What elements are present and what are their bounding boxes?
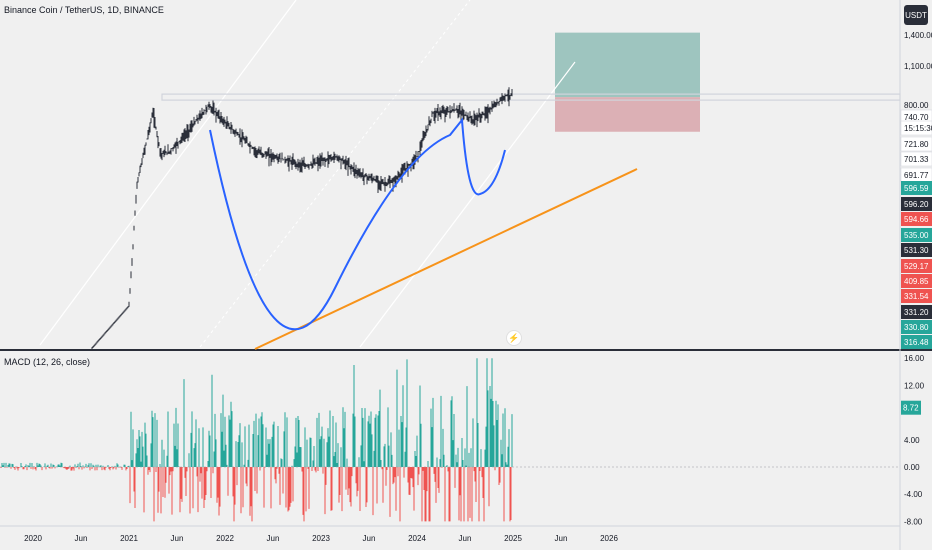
channel-line-left: [39, 0, 297, 346]
resistance-level: [161, 93, 901, 101]
price-tag-label: 331.54: [904, 292, 929, 301]
price-tag-label: 740.70: [904, 113, 929, 122]
price-tag: [901, 259, 932, 273]
price-tag-label: 531.30: [904, 246, 929, 255]
price-tag: [901, 197, 932, 211]
time-tick-label: Jun: [555, 534, 568, 543]
time-labels: 2020 Jun 2021 Jun 2022 Jun 2023 Jun 2024 Jun 2025 J…: [24, 534, 618, 543]
time-tick-label: 2026: [600, 534, 618, 543]
channel-line-right: [359, 61, 576, 348]
macd-histogram: [0, 358, 513, 522]
price-tag-label: 691.77: [904, 171, 929, 180]
price-tag: [901, 243, 932, 257]
time-tick-label: Jun: [75, 534, 88, 543]
price-tick-label: 800.00: [904, 101, 929, 110]
time-tick-label: 2022: [216, 534, 234, 543]
price-tag: [900, 136, 932, 152]
time-tick-label: 2024: [408, 534, 426, 543]
price-tag-label: 721.80: [904, 140, 929, 149]
channel-line-dashed: [199, 0, 471, 348]
time-axis: [0, 526, 932, 550]
macd-tick-label: -4.00: [904, 490, 923, 499]
macd-axis: 16.00 12.00 8.72 4.00 0.00 -4.00 -8.00: [901, 354, 925, 526]
currency-button[interactable]: USDT: [904, 5, 928, 25]
lightning-icon[interactable]: ⚡: [506, 330, 522, 346]
macd-value-label: 8.72: [903, 404, 919, 413]
price-tag-label: 594.66: [904, 215, 929, 224]
time-tick-label: Jun: [363, 534, 376, 543]
stop-zone: [555, 97, 700, 132]
time-tick-label: 2025: [504, 534, 522, 543]
price-tick-label: 1,100.00: [904, 62, 932, 71]
price-tag: [901, 335, 932, 349]
macd-tick-label: 12.00: [904, 381, 925, 390]
price-tag: [901, 228, 932, 242]
price-tag-label: 409.85: [904, 277, 929, 286]
macd-title: MACD (12, 26, close): [4, 357, 91, 367]
price-tag-label: 701.33: [904, 155, 929, 164]
price-tag: [900, 151, 932, 167]
price-tag: [901, 320, 932, 334]
price-tag-label: 535.00: [904, 231, 929, 240]
trendline: [254, 168, 638, 350]
cup-handle-curve: [209, 117, 506, 331]
price-tag-label: 330.80: [904, 323, 929, 332]
macd-value-tag: [901, 400, 921, 415]
time-tick-label: 2020: [24, 534, 42, 543]
time-tick-label: Jun: [267, 534, 280, 543]
time-tick-label: Jun: [459, 534, 472, 543]
candles: [91, 87, 513, 350]
macd-tick-label: -8.00: [904, 517, 923, 526]
time-tick-label: Jun: [171, 534, 184, 543]
price-tag-label: 316.48: [904, 338, 929, 347]
price-tag: [901, 289, 932, 303]
macd-tick-label: 0.00: [904, 463, 920, 472]
price-tag-label: 15:15:30: [904, 124, 932, 133]
price-tick-label: 1,400.00: [904, 31, 932, 40]
pane-separator: [0, 349, 932, 351]
price-tag-label: 529.17: [904, 262, 929, 271]
price-tag: [900, 120, 932, 136]
chart-title: Binance Coin / TetherUS, 1D, BINANCE: [4, 5, 164, 15]
price-tag: [901, 305, 932, 319]
price-tag: [901, 212, 932, 226]
price-tag-label: 596.20: [904, 200, 929, 209]
macd-tick-label: 4.00: [904, 436, 920, 445]
price-tag: [901, 181, 932, 195]
price-axis: 1,400.00 1,100.00 800.00 740.70 15:15:30 721.…: [900, 31, 932, 349]
time-tick-label: 2021: [120, 534, 138, 543]
price-tag-label: 596.59: [904, 184, 929, 193]
price-tag: [901, 274, 932, 288]
price-tag-label: 331.20: [904, 308, 929, 317]
macd-tick-label: 16.00: [904, 354, 925, 363]
target-zone: [555, 32, 700, 98]
time-tick-label: 2023: [312, 534, 330, 543]
